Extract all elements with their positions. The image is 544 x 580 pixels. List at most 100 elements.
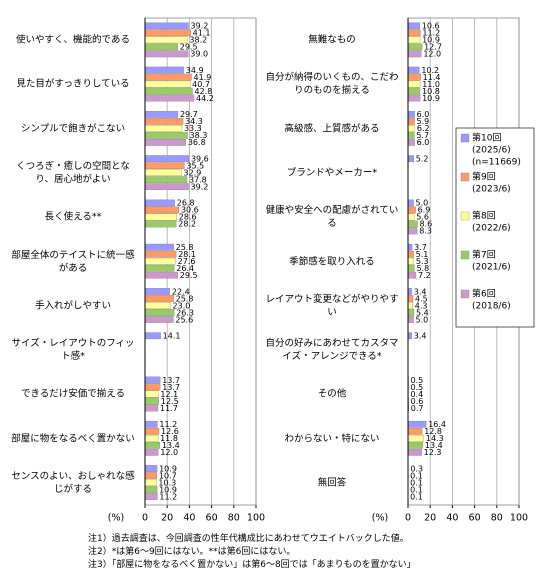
value-label: 37.8	[189, 175, 207, 184]
value-label: 5.4	[416, 308, 429, 317]
value-label: 28.1	[178, 250, 196, 259]
category-label: 使いやすく、機能的である	[16, 34, 130, 46]
value-label: 12.8	[424, 427, 442, 436]
bar	[407, 36, 421, 44]
bar	[407, 309, 415, 316]
bar	[144, 420, 158, 428]
value-label: 11.2	[422, 29, 440, 38]
value-label: 36.8	[188, 138, 206, 147]
value-label: 12.7	[424, 43, 442, 52]
value-label: 28.6	[179, 213, 197, 222]
value-label: 41.1	[193, 29, 211, 38]
value-label: 10.9	[422, 36, 440, 45]
value-label: 13.4	[162, 441, 180, 450]
bar	[407, 206, 416, 214]
footnote: 注2）*は第6～9回にはない。**は第6回にはない。	[88, 547, 296, 557]
value-label: 7.2	[418, 271, 431, 280]
category-label: 手入れがしやすい	[35, 300, 111, 312]
value-label: 0.7	[411, 404, 424, 413]
bar	[407, 66, 420, 74]
value-label: 30.6	[181, 206, 199, 215]
bar	[407, 111, 415, 118]
category-label: レイアウト変更などがやりやすい	[265, 293, 399, 318]
value-label: 33.3	[184, 124, 202, 133]
value-label: 0.1	[410, 471, 423, 480]
value-label: 11.7	[160, 404, 178, 413]
value-label: 11.2	[159, 492, 177, 501]
value-label: 35.5	[186, 161, 204, 170]
bar	[144, 220, 177, 228]
bar	[144, 162, 185, 170]
bar	[144, 264, 175, 272]
value-label: 0.1	[410, 485, 423, 494]
bar	[144, 404, 159, 412]
bar	[144, 271, 178, 279]
category-label: 季節感を取り入れる	[289, 256, 375, 267]
value-label: 39.2	[191, 22, 209, 31]
value-label: 6.0	[417, 110, 430, 119]
bar	[144, 66, 184, 74]
bar	[144, 493, 158, 500]
bar	[144, 302, 171, 309]
bar	[144, 427, 160, 435]
bar	[144, 309, 175, 316]
value-label: 29.7	[180, 110, 198, 119]
bar	[144, 332, 161, 340]
bar	[144, 118, 184, 125]
bar	[407, 213, 415, 221]
value-label: 6.2	[417, 124, 430, 133]
bar	[144, 73, 192, 81]
x-axis-label: (%)	[108, 513, 124, 524]
category-label: その他	[317, 388, 347, 400]
bar	[407, 199, 414, 207]
value-label: 13.7	[162, 376, 180, 385]
bar	[144, 288, 171, 295]
value-label: 26.8	[177, 199, 195, 208]
legend-period: (2023/6)	[472, 185, 511, 195]
value-label: 10.7	[159, 471, 177, 480]
x-tick-label: 100	[510, 513, 528, 524]
bar	[407, 87, 421, 95]
value-label: 8.3	[419, 227, 432, 236]
value-label: 0.4	[410, 390, 423, 399]
x-tick-label: 100	[247, 513, 265, 524]
bar	[144, 448, 159, 456]
bar	[144, 397, 160, 405]
bar	[407, 332, 412, 340]
category-label: 無回答	[317, 477, 347, 489]
value-label: 5.7	[416, 131, 429, 140]
category-label: 長く使える**	[44, 211, 102, 223]
bar	[407, 155, 414, 163]
value-label: 27.6	[178, 257, 196, 266]
legend-swatch	[460, 211, 470, 221]
category-label: センスのよい、おしゃれな感じがする	[11, 470, 135, 495]
legend-label: 第7回	[472, 249, 496, 261]
value-label: 6.9	[418, 206, 431, 215]
value-label: 42.8	[195, 87, 213, 96]
value-label: 23.0	[173, 301, 191, 310]
value-label: 38.3	[190, 131, 208, 140]
bar	[144, 213, 177, 221]
bar	[407, 288, 412, 295]
legend-label: 第8回	[472, 210, 496, 222]
value-label: 0.5	[411, 383, 424, 392]
bar	[407, 441, 424, 449]
value-label: 5.0	[416, 199, 429, 208]
bar	[144, 155, 190, 163]
bar	[144, 472, 158, 479]
value-label: 0.5	[411, 376, 424, 385]
value-label: 34.3	[185, 117, 203, 126]
value-label: 11.2	[159, 420, 177, 429]
value-label: 39.0	[190, 50, 208, 59]
value-label: 26.4	[176, 264, 194, 273]
category-label: 自分の好みにあわせてカスタマイズ・アレンジできる*	[265, 338, 399, 363]
x-tick-label: 80	[228, 513, 240, 524]
bar	[407, 132, 415, 139]
bar	[407, 29, 421, 37]
legend-label: 第6回	[472, 288, 496, 300]
bar	[144, 125, 183, 132]
value-label: 0.6	[411, 397, 424, 406]
bar	[144, 22, 189, 30]
